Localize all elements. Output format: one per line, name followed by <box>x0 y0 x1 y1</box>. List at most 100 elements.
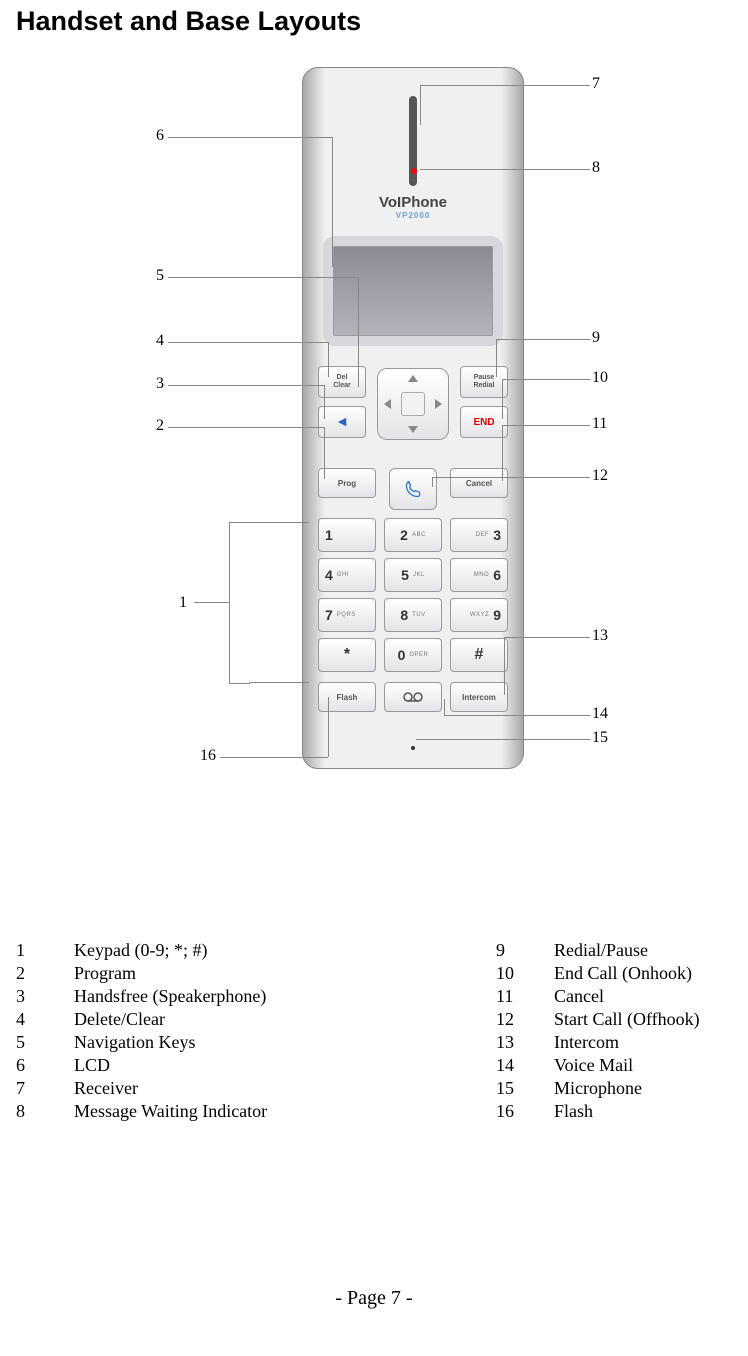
key-6[interactable]: MNO6 <box>450 558 508 592</box>
callout-13: 13 <box>592 627 608 645</box>
callout-line <box>496 339 590 340</box>
callout-line <box>504 637 590 638</box>
key-num: 2 <box>400 527 408 543</box>
legend-text: Navigation Keys <box>74 1032 496 1053</box>
callout-line <box>504 637 505 695</box>
key-letters: ABC <box>412 532 426 538</box>
key-3[interactable]: DEF3 <box>450 518 508 552</box>
microphone-hole <box>411 746 415 750</box>
key-num: 9 <box>493 607 501 623</box>
legend-text: Delete/Clear <box>74 1009 496 1030</box>
callout-15: 15 <box>592 729 608 747</box>
callout-3: 3 <box>156 375 164 393</box>
program-button[interactable]: Prog <box>318 468 376 498</box>
btn-label: Cancel <box>466 479 492 488</box>
legend-col-left: 1Keypad (0-9; *; #) 2Program 3Handsfree … <box>16 940 496 1122</box>
callout-line <box>432 477 590 478</box>
callout-line <box>220 757 328 758</box>
legend-text: LCD <box>74 1055 496 1076</box>
btn-label: Clear <box>333 382 351 390</box>
legend-num: 2 <box>16 963 74 984</box>
key-2[interactable]: 2 ABC <box>384 518 442 552</box>
legend-text: Start Call (Offhook) <box>554 1009 736 1030</box>
speakerphone-button[interactable]: ◄ <box>318 406 366 438</box>
key-0[interactable]: 0OPER <box>384 638 442 672</box>
btn-label: Prog <box>338 479 356 488</box>
nav-left-icon <box>384 399 391 409</box>
key-num: 1 <box>325 527 333 543</box>
legend-num: 12 <box>496 1009 554 1030</box>
legend-num: 11 <box>496 986 554 1007</box>
key-5[interactable]: 5 JKL <box>384 558 442 592</box>
callout-line <box>420 169 590 170</box>
call-button[interactable] <box>389 468 437 510</box>
legend-text: End Call (Onhook) <box>554 963 736 984</box>
callout-line <box>502 379 590 380</box>
callout-line <box>324 385 325 419</box>
key-letters: WXYZ <box>470 612 489 618</box>
key-letters: DEF <box>476 532 490 538</box>
callout-line <box>168 137 332 138</box>
callout-line <box>420 85 421 125</box>
key-1[interactable]: 1 <box>318 518 376 552</box>
pause-redial-button[interactable]: Pause Redial <box>460 366 508 398</box>
callout-line <box>432 477 433 487</box>
callout-line <box>444 715 590 716</box>
callout-6: 6 <box>156 127 164 145</box>
callout-line <box>444 699 445 715</box>
key-8[interactable]: 8TUV <box>384 598 442 632</box>
intercom-button[interactable]: Intercom <box>450 682 508 712</box>
callout-line <box>328 342 329 377</box>
callout-line <box>416 739 590 740</box>
legend-num: 6 <box>16 1055 74 1076</box>
navigation-pad[interactable] <box>377 368 449 440</box>
voicemail-button[interactable] <box>384 682 442 712</box>
btn-label: Intercom <box>462 693 496 702</box>
legend-text: Voice Mail <box>554 1055 736 1076</box>
key-9[interactable]: WXYZ 9 <box>450 598 508 632</box>
legend-text: Intercom <box>554 1032 736 1053</box>
legend-num: 3 <box>16 986 74 1007</box>
callout-line <box>328 697 329 757</box>
flash-button[interactable]: Flash <box>318 682 376 712</box>
callout-line <box>358 277 359 387</box>
voicemail-icon <box>403 691 423 703</box>
key-num: # <box>457 646 501 664</box>
key-num: 8 <box>400 607 408 623</box>
callout-line <box>502 425 590 426</box>
lcd-screen <box>323 236 503 346</box>
key-7[interactable]: 7PQRS <box>318 598 376 632</box>
keypad-bracket <box>229 522 250 684</box>
legend-num: 8 <box>16 1101 74 1122</box>
key-letters: GHI <box>337 572 349 578</box>
key-num: 5 <box>401 567 409 583</box>
key-star[interactable]: * <box>318 638 376 672</box>
page-title: Handset and Base Layouts <box>0 0 748 37</box>
nav-down-icon <box>408 426 418 433</box>
callout-line <box>332 137 333 267</box>
legend-num: 13 <box>496 1032 554 1053</box>
page-number: - Page 7 - <box>0 1287 748 1310</box>
handset-diagram: VoIPhone VP2000 Del Clear Pause Redial ◄… <box>124 67 624 827</box>
legend-num: 7 <box>16 1078 74 1099</box>
btn-label: Pause <box>474 374 495 382</box>
callout-12: 12 <box>592 467 608 485</box>
key-hash[interactable]: # <box>450 638 508 672</box>
callout-5: 5 <box>156 267 164 285</box>
btn-label: Del <box>337 374 348 382</box>
cancel-button[interactable]: Cancel <box>450 468 508 498</box>
key-num: * <box>325 646 369 664</box>
nav-right-icon <box>435 399 442 409</box>
callout-1: 1 <box>179 594 187 612</box>
legend-num: 16 <box>496 1101 554 1122</box>
key-letters: MNO <box>474 572 490 578</box>
btn-label: END <box>473 417 494 428</box>
legend-num: 14 <box>496 1055 554 1076</box>
key-4[interactable]: 4GHI <box>318 558 376 592</box>
end-button[interactable]: END <box>460 406 508 438</box>
key-letters: JKL <box>413 572 425 578</box>
legend-num: 15 <box>496 1078 554 1099</box>
key-num: 3 <box>493 527 501 543</box>
legend-text: Microphone <box>554 1078 736 1099</box>
callout-line <box>324 427 325 479</box>
